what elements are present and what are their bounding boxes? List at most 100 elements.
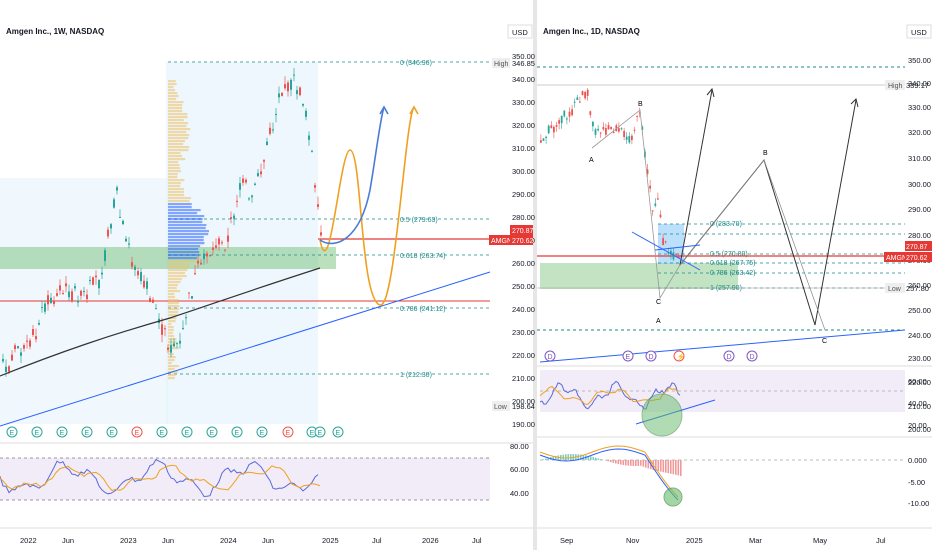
left-candle (8, 366, 10, 372)
right-price-tick: 310.00 (908, 154, 931, 163)
left-earnings-marker[interactable] (256, 426, 268, 438)
left-candle (131, 262, 133, 267)
left-earnings-marker[interactable] (231, 426, 243, 438)
right-candle (615, 125, 618, 132)
left-candle (122, 220, 124, 225)
left-candle (179, 340, 181, 344)
left-candle (224, 249, 226, 251)
left-candle (83, 291, 85, 293)
macd-bar (620, 460, 622, 465)
macd-bar (617, 460, 620, 465)
wave-label-c1: C (656, 299, 661, 306)
left-earnings-marker[interactable] (314, 426, 326, 438)
macd-bar (640, 460, 642, 466)
left-earnings-marker[interactable] (56, 426, 68, 438)
right-event-marker[interactable] (544, 350, 556, 362)
macd-bar (677, 460, 680, 476)
right-candle (558, 120, 560, 124)
left-earnings-marker[interactable] (332, 426, 344, 438)
left-price-tags: AMGN 270.87 270.62 (489, 225, 534, 245)
left-candle (275, 114, 277, 116)
right-candle (631, 135, 633, 141)
svg-text:E: E (85, 430, 90, 437)
macd-bar (637, 460, 640, 466)
left-candle (203, 253, 205, 260)
right-event-marker[interactable] (622, 350, 634, 362)
left-candle (116, 187, 118, 191)
macd-bar (625, 460, 627, 466)
left-rsi-band (0, 458, 490, 500)
left-candle (182, 327, 184, 329)
right-rsi-tick-20: 20.00 (908, 421, 927, 430)
macd-bar (667, 460, 670, 474)
left-earnings-marker[interactable] (31, 426, 43, 438)
right-macd-line (539, 448, 679, 501)
right-price-tags: AMGN 270.87 270.62 (884, 241, 932, 262)
macd-bar (595, 457, 597, 460)
macd-bar (647, 460, 650, 469)
right-price-tick: 260.00 (908, 281, 931, 290)
left-candle (209, 255, 211, 257)
macd-bar (542, 459, 545, 460)
right-projection-up-1 (679, 89, 713, 266)
left-earnings-marker[interactable] (131, 426, 143, 438)
left-price-tick: 190.00 (512, 420, 535, 429)
macd-bar (570, 454, 572, 460)
left-price-tick: 230.00 (512, 328, 535, 337)
right-event-marker[interactable] (723, 350, 735, 362)
left-fib-label: 1 (212.30) (400, 372, 432, 379)
svg-text:Low: Low (494, 404, 508, 411)
right-candle (576, 97, 579, 100)
right-event-marker[interactable] (746, 350, 758, 362)
right-candle (636, 115, 638, 117)
svg-text:346.85: 346.85 (512, 59, 535, 68)
macd-bar (562, 454, 565, 460)
left-chart-title: Amgen Inc., 1W, NASDAQ (6, 27, 104, 36)
macd-bar (567, 454, 570, 460)
right-candle (651, 210, 654, 212)
right-candle (592, 121, 594, 127)
left-earnings-marker[interactable] (6, 426, 18, 438)
left-candle (110, 224, 112, 229)
left-earnings-marker[interactable] (206, 426, 218, 438)
right-channel-1 (631, 231, 701, 271)
left-trendline (0, 271, 491, 427)
right-wave-abc (591, 109, 681, 300)
left-price-tick: 260.00 (512, 259, 535, 268)
left-time-axis: 2022 Jun 2023 Jun 2024 Jun 2025 Jul 2026 Jul (20, 536, 482, 545)
right-rsi-tick-60: 60.00 (908, 377, 927, 386)
right-macd-tick-0: 0.000 (908, 456, 927, 465)
right-candle (597, 128, 599, 131)
left-candle (176, 343, 178, 345)
macd-bar (675, 460, 677, 475)
left-candle (308, 135, 310, 140)
left-candle (314, 185, 316, 188)
left-earnings-marker[interactable] (106, 426, 118, 438)
left-rsi-tick-40: 40.00 (510, 489, 529, 498)
left-candles (2, 67, 322, 377)
left-candle (5, 366, 7, 372)
right-candles (540, 88, 680, 261)
macd-bar (577, 454, 580, 460)
left-earnings-marker[interactable] (156, 426, 168, 438)
right-candle (672, 252, 675, 260)
svg-text:AMGN: AMGN (886, 255, 907, 262)
right-event-marker[interactable] (673, 350, 685, 362)
left-candle (188, 292, 190, 294)
left-earnings-marker[interactable] (81, 426, 93, 438)
left-candle (269, 127, 271, 134)
right-projection-abc (679, 99, 857, 326)
right-fib-label: 0 (283.70) (710, 221, 742, 228)
right-chart-title: Amgen Inc., 1D, NASDAQ (543, 27, 640, 36)
right-low-tag: Low 257.80 (885, 283, 929, 293)
right-event-marker[interactable] (645, 350, 657, 362)
left-candle (215, 245, 217, 248)
left-price-tick: 310.00 (512, 144, 535, 153)
left-earnings-marker[interactable] (181, 426, 193, 438)
left-candle (32, 328, 34, 336)
right-trendline (539, 329, 906, 363)
right-price-tick: 350.00 (908, 56, 931, 65)
left-low-tag: Low 198.64 (492, 401, 535, 411)
left-candle (200, 262, 202, 265)
left-earnings-marker[interactable] (282, 426, 294, 438)
